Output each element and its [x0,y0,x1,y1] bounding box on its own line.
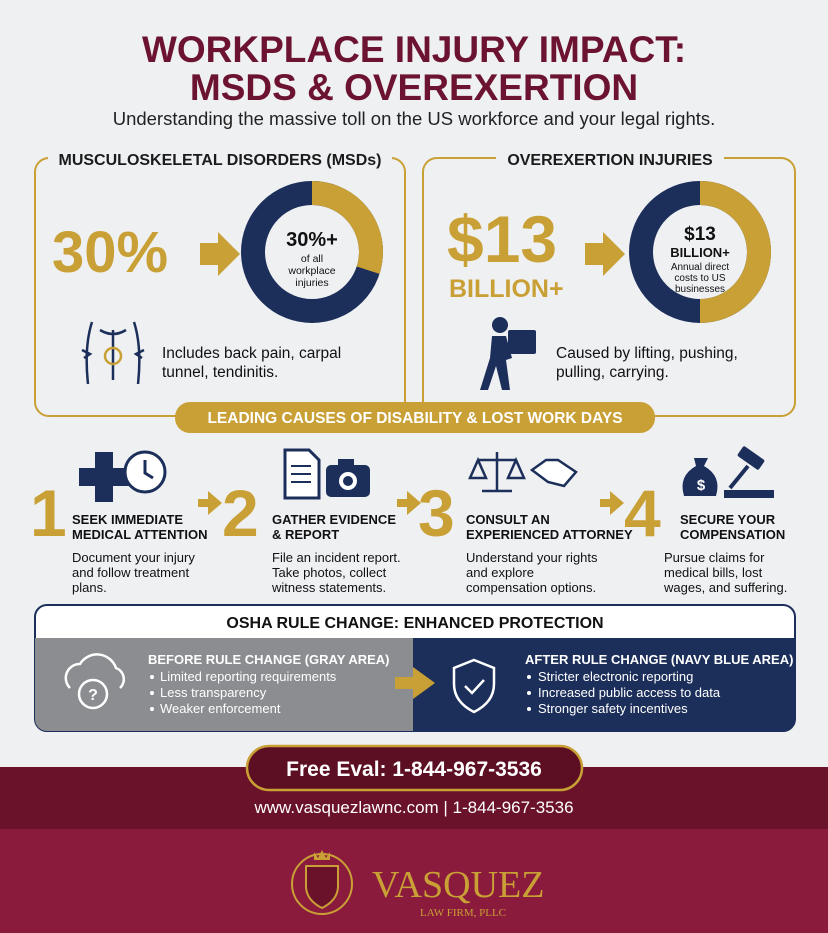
logo-crest [291,850,353,915]
caption: pulling, carrying. [556,364,669,381]
step-number: 2 [222,476,259,550]
arrow [198,491,222,515]
step-text: compensation options. [466,580,596,595]
panel-heading-bg [48,148,392,170]
step-text: Take photos, collect [272,565,387,580]
medical-icon [79,450,167,502]
arrow [397,491,421,515]
arrow [200,232,240,276]
donut-arc [311,181,383,274]
cta-text[interactable]: Free Eval: 1-844-967-3536 [286,758,542,781]
donut-text: Annual direct [671,262,730,273]
arrow [585,232,625,276]
step-title: MEDICAL ATTENTION [72,527,208,542]
step-number: 4 [624,476,661,550]
donut-text: businesses [675,284,725,295]
before-item: Weaker enforcement [160,701,281,716]
step-text: File an incident report. [272,550,401,565]
worker-icon [480,317,536,390]
subtitle: Understanding the massive toll on the US… [113,108,716,129]
big-stat: $13 [447,202,557,276]
attorney-icon [468,452,578,493]
banner-text: LEADING CAUSES OF DISABILITY & LOST WORK… [207,410,622,427]
caption: tunnel, tendinitis. [162,364,278,381]
step-text: and follow treatment [72,565,189,580]
big-stat: 30% [52,220,168,285]
cta-button[interactable] [245,744,584,792]
big-stat-unit: BILLION+ [449,275,564,303]
panel-heading: MUSCULOSKELETAL DISORDERS (MSDs) [59,152,382,169]
osha-title: OSHA RULE CHANGE: ENHANCED PROTECTION [226,615,603,632]
after-heading: AFTER RULE CHANGE (NAVY BLUE AREA) [525,652,793,667]
title: WORKPLACE INJURY IMPACT: [142,29,686,70]
bullet [527,675,531,679]
arrow [395,667,435,699]
donut-arc [699,181,771,323]
footer [0,829,828,933]
step-text: wages, and suffering. [663,580,787,595]
step-title: EXPERIENCED ATTORNEY [466,527,633,542]
after-item: Stronger safety incentives [538,701,688,716]
shield-icon [452,658,496,714]
panel-heading-bg [496,148,724,170]
donut-text: injuries [295,277,328,289]
before-heading: BEFORE RULE CHANGE (GRAY AREA) [148,652,389,667]
bullet [150,675,154,679]
before-item: Limited reporting requirements [160,669,337,684]
caption: Caused by lifting, pushing, [556,345,738,362]
before-area [35,638,413,731]
before-item: Less transparency [160,685,267,700]
step-text: Pursue claims for [664,550,765,565]
caption: Includes back pain, carpal [162,345,341,362]
step-text: Document your injury [72,550,195,565]
bullet [150,691,154,695]
bullet [150,707,154,711]
step-text: medical bills, lost [664,565,763,580]
donut-stat: $13 [684,224,716,245]
step-text: plans. [72,580,107,595]
banner [175,402,655,433]
contact: www.vasquezlawnc.com | 1-844-967-3536 [253,798,573,817]
step-number: 3 [418,476,455,550]
logo-name: VASQUEZ [372,864,544,906]
donut-text: of all [301,253,323,265]
evidence-icon [283,448,370,500]
logo-subtitle: LAW FIRM, PLLC [420,907,506,919]
cloud-icon [64,653,126,710]
donut-text: costs to US [674,273,725,284]
after-area [413,638,795,731]
title: MSDS & OVEREXERTION [190,67,638,108]
panel-heading: OVEREXERTION INJURIES [507,152,713,169]
donut-stat: 30%+ [286,229,338,251]
step-title: SECURE YOUR [680,512,776,527]
step-title: COMPENSATION [680,527,785,542]
step-text: and explore [466,565,534,580]
compensation-icon: $ [682,446,774,498]
svg-text:$: $ [697,477,706,494]
step-text: witness statements. [271,580,386,595]
step-number: 1 [30,476,67,550]
step-title: & REPORT [272,527,339,542]
after-item: Increased public access to data [538,685,721,700]
step-title: GATHER EVIDENCE [272,512,396,527]
bullet [527,707,531,711]
donut-text: workplace [287,265,335,277]
icon-glyph: ? [88,687,98,704]
donut-stat-unit: BILLION+ [670,245,730,260]
bullet [527,691,531,695]
arrow [600,491,624,515]
back-icon [81,321,145,385]
step-title: SEEK IMMEDIATE [72,512,183,527]
after-item: Stricter electronic reporting [538,669,693,684]
step-text: Understand your rights [466,550,598,565]
step-title: CONSULT AN [466,512,550,527]
